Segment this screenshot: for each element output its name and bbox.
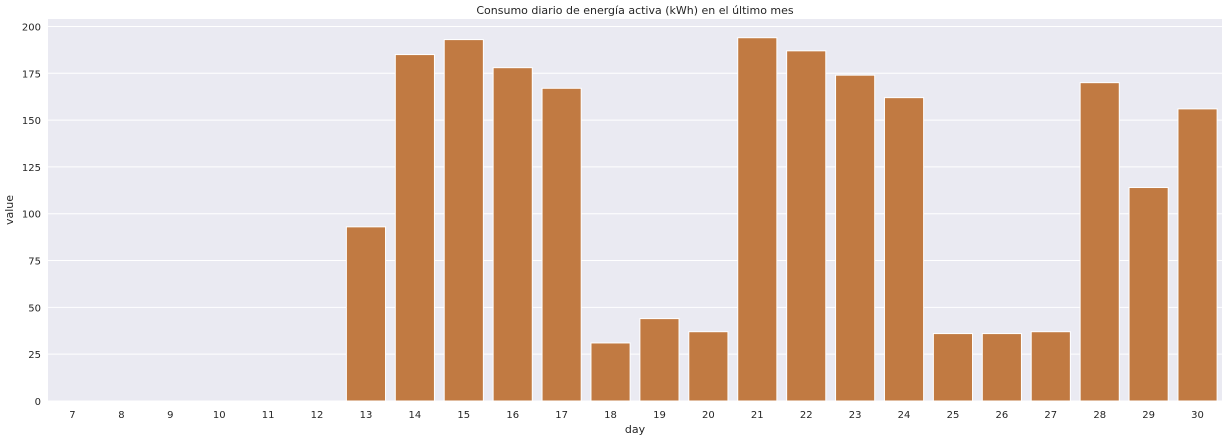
bar <box>639 318 680 402</box>
bar <box>492 67 533 402</box>
x-tick-label: 9 <box>167 410 173 421</box>
x-tick-label: 10 <box>213 410 226 421</box>
x-tick-label: 16 <box>506 410 519 421</box>
bar <box>835 74 876 402</box>
bar <box>541 87 582 402</box>
bar <box>1128 187 1169 402</box>
x-tick-label: 29 <box>1142 410 1155 421</box>
bar <box>1177 108 1218 402</box>
bar <box>1079 82 1120 402</box>
x-tick-label: 15 <box>457 410 470 421</box>
x-tick-label: 11 <box>262 410 275 421</box>
bar <box>786 50 827 402</box>
bars <box>345 37 1218 402</box>
x-tick-label: 18 <box>604 410 617 421</box>
y-tick-label: 50 <box>28 303 41 314</box>
x-tick-label: 8 <box>118 410 124 421</box>
x-tick-label: 25 <box>947 410 960 421</box>
bar <box>1030 331 1071 402</box>
y-tick-label: 125 <box>22 163 41 174</box>
y-tick-label: 75 <box>28 257 41 268</box>
y-tick-label: 0 <box>35 397 41 408</box>
bar <box>394 54 435 402</box>
bar <box>443 39 484 402</box>
y-tick-label: 200 <box>22 22 41 33</box>
bar <box>883 97 925 402</box>
bar <box>981 333 1022 402</box>
x-tick-label: 30 <box>1191 410 1204 421</box>
x-tick-label: 26 <box>996 410 1009 421</box>
y-tick-label: 150 <box>22 116 41 127</box>
bar <box>345 226 387 402</box>
y-tick-label: 100 <box>22 210 41 221</box>
bar <box>737 37 778 402</box>
x-tick-label: 20 <box>702 410 715 421</box>
x-tick-label: 24 <box>898 410 911 421</box>
x-tick-label: 23 <box>849 410 862 421</box>
y-tick-label: 25 <box>28 350 41 361</box>
x-tick-label: 28 <box>1093 410 1106 421</box>
x-tick-label: 21 <box>751 410 764 421</box>
bar <box>688 331 729 402</box>
y-tick-label: 175 <box>22 69 41 80</box>
x-tick-label: 14 <box>409 410 422 421</box>
x-tick-label: 12 <box>311 410 324 421</box>
plot-background <box>48 19 1222 401</box>
x-tick-label: 22 <box>800 410 813 421</box>
x-tick-label: 27 <box>1044 410 1057 421</box>
chart-title: Consumo diario de energía activa (kWh) e… <box>476 4 794 17</box>
x-tick-label: 19 <box>653 410 666 421</box>
x-tick-label: 7 <box>69 410 75 421</box>
y-axis-label: value <box>3 195 16 225</box>
x-tick-labels: 7 8 9 10 11 12 13 14 15 16 17 18 19 20 21 22 23 24 25 26 27 2… <box>69 410 1204 421</box>
x-axis-label: day <box>625 423 646 436</box>
bar <box>932 333 974 402</box>
bar <box>590 342 631 402</box>
x-tick-label: 17 <box>555 410 568 421</box>
gridlines <box>48 25 1222 402</box>
y-tick-labels: 0 25 50 75 100 125 150 175 200 <box>22 22 41 408</box>
x-tick-label: 13 <box>360 410 373 421</box>
